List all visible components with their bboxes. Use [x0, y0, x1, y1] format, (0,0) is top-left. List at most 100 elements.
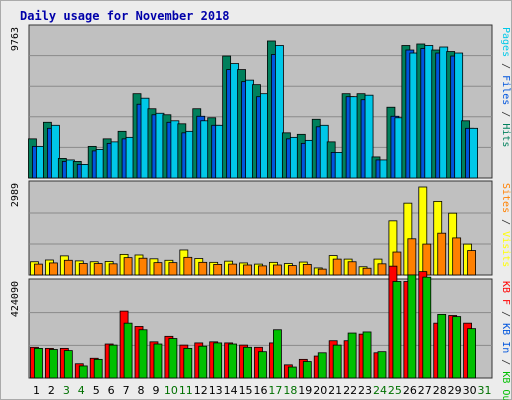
visits-sites-bar-sites-day-6	[108, 263, 118, 276]
visits-sites-bar-sites-day-30	[467, 250, 476, 276]
visits-sites-bar-sites-day-11	[183, 256, 193, 276]
visits-sites-bar-sites-day-1	[34, 263, 43, 276]
visits-sites-bar-sites-day-3	[63, 259, 73, 276]
hits-files-pages-bar-pages-day-29	[454, 52, 464, 179]
visits-sites-bar-sites-day-5	[93, 263, 103, 276]
visits-sites-bar-sites-day-2	[49, 262, 58, 276]
kb-bar-kb-out-day-29	[452, 316, 462, 379]
day-label-1: 1	[33, 384, 40, 397]
visits-sites-legend-item-1: /	[500, 213, 511, 231]
hits-files-pages-bar-pages-day-2	[51, 124, 60, 179]
hits-files-pages-bar-pages-day-30	[469, 127, 478, 179]
day-label-23: 23	[358, 384, 372, 397]
kb-bar-kb-out-day-25	[392, 281, 402, 379]
day-label-15: 15	[239, 384, 253, 397]
visits-sites-bar-sites-day-26	[407, 238, 417, 276]
kb-bar-kb-out-day-24	[377, 351, 387, 379]
kb-bar-kb-out-day-11	[183, 347, 193, 379]
kb-bar-kb-out-day-10	[168, 338, 178, 379]
visits-sites-bar-sites-day-24	[377, 263, 387, 276]
kb-bar-kb-out-day-17	[273, 329, 282, 379]
kb-legend-item-1: /	[500, 305, 511, 323]
kb-legend-item-2: KB In	[500, 323, 511, 353]
kb-legend-item-0: KB F	[500, 281, 511, 305]
kb-bar-kb-out-day-22	[347, 332, 357, 379]
visits-sites-bar-sites-day-20	[317, 268, 327, 276]
kb-bar-kb-out-day-18	[287, 366, 297, 379]
hits-files-pages-legend-item-3: /	[500, 105, 511, 123]
hits-files-pages-legend-item-2: Files	[500, 75, 511, 105]
day-label-27: 27	[418, 384, 432, 397]
visits-sites-legend-item-0: Sites	[500, 183, 511, 213]
hits-files-pages-legend: Pages / Files / Hits	[500, 27, 511, 147]
visits-sites-legend-item-2: Visits	[500, 231, 511, 267]
day-label-20: 20	[313, 384, 327, 397]
kb-bar-kb-out-day-9	[153, 343, 163, 379]
day-label-18: 18	[283, 384, 297, 397]
kb-bar-kb-out-day-7	[123, 322, 133, 379]
day-label-24: 24	[373, 384, 387, 397]
day-label-7: 7	[123, 384, 130, 397]
day-label-12: 12	[194, 384, 208, 397]
visits-sites-ymax-label: 2989	[10, 183, 21, 207]
visits-sites-legend: Sites / Visits	[500, 183, 511, 267]
day-label-10: 10	[164, 384, 178, 397]
kb-bar-kb-out-day-5	[93, 358, 103, 379]
visits-sites-bar-sites-day-17	[273, 264, 282, 276]
visits-sites-bar-sites-day-7	[123, 257, 133, 276]
day-label-3: 3	[63, 384, 70, 397]
visits-sites-bar-sites-day-19	[302, 264, 312, 276]
day-label-31: 31	[478, 384, 492, 397]
day-label-21: 21	[328, 384, 342, 397]
day-label-30: 30	[463, 384, 477, 397]
kb-legend-item-4: KB Out	[500, 371, 511, 400]
visits-sites-bar-sites-day-10	[168, 262, 178, 276]
day-label-13: 13	[209, 384, 223, 397]
kb-bar-kb-out-day-1	[34, 347, 43, 379]
visits-sites-bar-sites-day-18	[287, 265, 297, 276]
kb-bar-kb-out-day-21	[332, 344, 342, 379]
kb-bar-kb-out-day-2	[49, 349, 58, 379]
day-label-2: 2	[48, 384, 55, 397]
visits-sites-bar-sites-day-14	[228, 263, 238, 276]
visits-sites-panel: 2989 Sites / Visits	[10, 180, 511, 276]
hits-files-pages-legend-item-4: Hits	[500, 123, 511, 147]
day-label-29: 29	[448, 384, 462, 397]
day-label-4: 4	[78, 384, 85, 397]
kb-legend-item-3: /	[500, 353, 511, 371]
day-label-25: 25	[388, 384, 402, 397]
visits-sites-bar-sites-day-15	[243, 264, 252, 276]
kb-legend: KB F / KB In / KB Out	[500, 281, 511, 400]
visits-sites-bar-sites-day-12	[198, 261, 208, 276]
day-label-5: 5	[93, 384, 100, 397]
kb-bar-kb-out-day-13	[213, 342, 223, 379]
kb-bar-kb-out-day-8	[138, 329, 148, 379]
kb-bar-kb-out-day-15	[243, 346, 252, 379]
visits-sites-bar-sites-day-21	[332, 258, 342, 276]
visits-sites-bar-sites-day-27	[422, 243, 432, 276]
visits-sites-bar-sites-day-23	[362, 267, 372, 276]
visits-sites-bar-sites-day-16	[258, 265, 267, 276]
day-label-28: 28	[433, 384, 447, 397]
hits-files-pages-legend-item-1: /	[500, 57, 511, 75]
day-label-17: 17	[268, 384, 282, 397]
kb-bar-kb-out-day-30	[467, 328, 476, 379]
day-label-6: 6	[108, 384, 115, 397]
day-label-14: 14	[224, 384, 238, 397]
visits-sites-bar-sites-day-29	[452, 237, 462, 276]
visits-sites-bar-sites-day-28	[437, 232, 447, 276]
hits-files-pages-ymax-label: 9763	[10, 27, 21, 51]
kb-ymax-label: 424090	[10, 281, 21, 317]
day-label-9: 9	[152, 384, 159, 397]
kb-bar-kb-out-day-4	[78, 365, 88, 379]
visits-sites-bar-sites-day-22	[347, 261, 357, 276]
kb-bar-kb-out-day-6	[108, 344, 118, 379]
kb-panel: 424090 KB F / KB In / KB Out	[10, 265, 511, 400]
day-axis-labels: 1 2 3 4 5 6 7 8 9 10 11 12 13 14 15 16 17 18 19 20 21 22 23 24 2…	[33, 384, 492, 397]
kb-bar-kb-out-day-27	[422, 276, 432, 379]
day-label-16: 16	[254, 384, 268, 397]
hits-files-pages-panel: 9763 Pages / Files / Hits	[10, 24, 511, 179]
hits-files-pages-legend-item-0: Pages	[500, 27, 511, 57]
hits-files-pages-bar-pages-day-23	[364, 94, 374, 179]
visits-sites-bar-sites-day-4	[78, 263, 88, 276]
